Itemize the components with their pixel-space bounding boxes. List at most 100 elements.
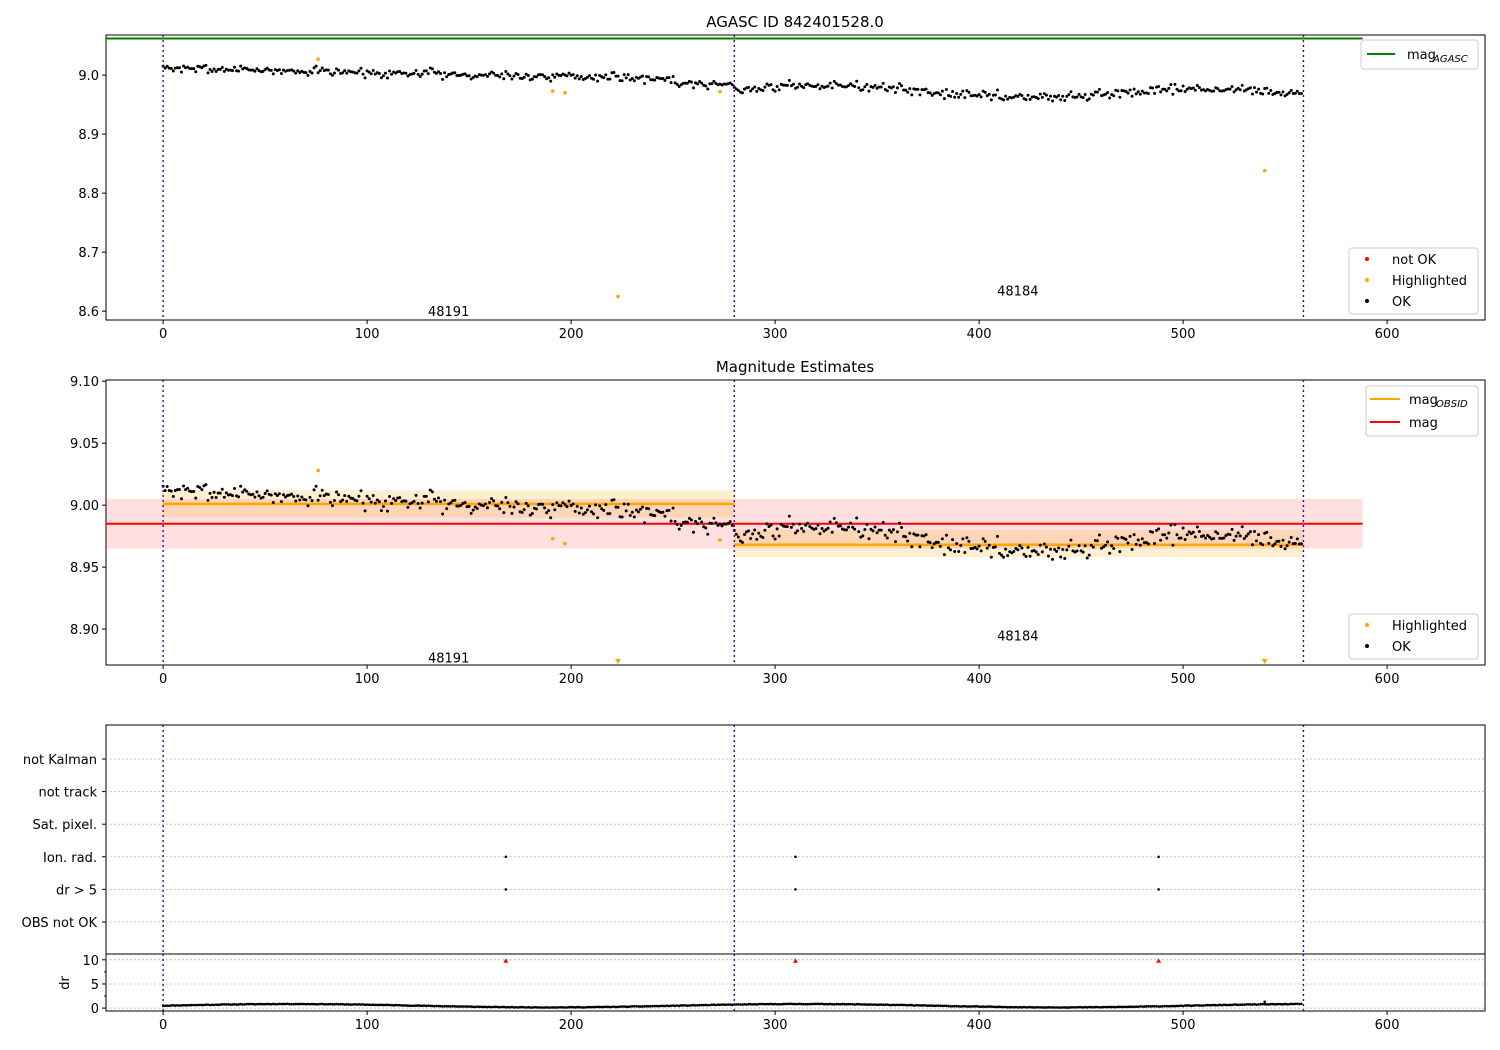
dr-point [233, 1002, 236, 1006]
dr-point [382, 1003, 385, 1007]
ok-point [306, 73, 310, 77]
ok-point [300, 495, 304, 499]
magnitude-panel: Magnitude Estimates 0 100 200 300 400 500 600 8… [70, 358, 1486, 687]
dr-point [992, 1005, 995, 1009]
obsid-label: 48184 [997, 629, 1038, 644]
dr-point [967, 1005, 971, 1008]
x-tick-label: 0 [159, 1018, 167, 1033]
ok-point [359, 66, 363, 70]
dr-point [930, 1004, 934, 1007]
x-tick-label: 400 [967, 1018, 992, 1033]
ok-point [330, 73, 334, 77]
dr-point [1191, 1004, 1195, 1007]
ok-point [863, 528, 867, 532]
ok-point [804, 523, 808, 527]
ok-point [596, 79, 600, 83]
ok-point [432, 497, 436, 501]
dr-point [575, 1005, 579, 1009]
ok-point [320, 66, 324, 70]
dr-point [900, 1003, 903, 1007]
ok-point [653, 78, 657, 82]
ok-point [182, 64, 186, 68]
ok-point [791, 82, 795, 86]
dr-point [757, 1002, 761, 1006]
dr-point [998, 1005, 1001, 1008]
dr-point [361, 1003, 365, 1006]
ok-point [1036, 97, 1040, 101]
ok-point [967, 90, 971, 94]
dr-point [408, 1004, 412, 1008]
ok-point [861, 88, 865, 92]
ok-point [734, 532, 738, 536]
dr-point [1245, 1003, 1248, 1006]
ok-point [773, 89, 777, 93]
ok-point [667, 76, 671, 80]
ok-point [445, 75, 449, 79]
dr-point [167, 1004, 171, 1008]
ok-point [1016, 94, 1020, 98]
ok-point [1055, 549, 1059, 553]
dr-point [771, 1002, 775, 1006]
dr-point [410, 1004, 414, 1008]
ok-point [1085, 556, 1089, 560]
ok-point [363, 509, 367, 513]
ok-point [192, 67, 196, 71]
ok-point [1124, 537, 1128, 541]
dr-point [943, 1004, 946, 1008]
dr-point [637, 1005, 640, 1008]
dr-point [165, 1004, 169, 1007]
dr-point [983, 1005, 987, 1009]
ok-point [1250, 543, 1254, 547]
ok-point [653, 514, 657, 518]
dr-point [879, 1003, 883, 1006]
ok-point [963, 550, 967, 554]
highlighted-point [1262, 168, 1267, 173]
dr-point [612, 1005, 616, 1008]
dr-point [1234, 1003, 1238, 1006]
dr-point [447, 1004, 451, 1008]
ok-point [906, 539, 910, 543]
ok-point [787, 78, 791, 82]
ok-point [740, 540, 744, 544]
ok-point [553, 508, 557, 512]
dr-point [1034, 1006, 1038, 1009]
ok-point [873, 525, 877, 529]
ok-point [728, 81, 732, 85]
ok-point [712, 516, 716, 520]
ok-point [328, 500, 332, 504]
dr-point [902, 1003, 905, 1007]
dr-point [294, 1002, 298, 1006]
ok-point [775, 84, 779, 88]
dr-point [941, 1004, 944, 1008]
ok-point [1279, 93, 1283, 97]
ok-point [596, 516, 600, 520]
ok-point [720, 524, 724, 528]
ok-point [1061, 94, 1065, 98]
ok-point [296, 494, 300, 498]
ok-point [916, 533, 920, 537]
dr-point [1079, 1005, 1083, 1009]
ok-point [1153, 91, 1157, 95]
axes-frame [105, 34, 1486, 321]
dr-point [437, 1004, 440, 1008]
ok-point [1169, 523, 1173, 527]
ok-point [806, 521, 810, 525]
ok-point [459, 503, 463, 507]
ok-point [1044, 93, 1048, 97]
dr-point [618, 1005, 622, 1008]
ok-point [700, 520, 704, 524]
ok-point [1042, 542, 1046, 546]
dr-point [802, 1002, 805, 1006]
x-tick-label: 100 [355, 1018, 380, 1033]
dr-point [439, 1004, 442, 1008]
ok-point [1293, 541, 1297, 545]
ok-point [777, 534, 781, 538]
dr-point [1041, 1006, 1044, 1009]
dr-point [500, 1005, 504, 1009]
ok-point [612, 71, 616, 75]
ok-point [420, 501, 424, 505]
ok-point [1175, 533, 1179, 537]
ok-point [467, 504, 471, 508]
dr-point [726, 1003, 730, 1006]
